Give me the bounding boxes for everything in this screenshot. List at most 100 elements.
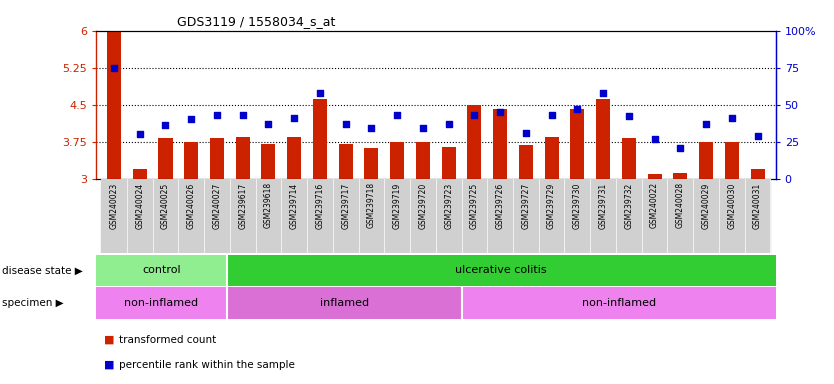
Bar [745, 179, 771, 253]
Bar [410, 179, 435, 253]
Bar [513, 179, 539, 253]
Point [339, 121, 352, 127]
Bar [313, 99, 327, 179]
Text: non-inflamed: non-inflamed [581, 298, 656, 308]
Bar [107, 31, 121, 179]
Bar [565, 179, 590, 253]
Text: GSM240027: GSM240027 [213, 182, 221, 228]
Text: GSM239714: GSM239714 [289, 182, 299, 228]
Point [210, 112, 224, 118]
Bar [467, 105, 481, 179]
Bar [158, 138, 173, 179]
Point [236, 112, 249, 118]
Text: GDS3119 / 1558034_s_at: GDS3119 / 1558034_s_at [178, 15, 336, 28]
Text: ulcerative colitis: ulcerative colitis [455, 265, 547, 275]
Text: GSM239720: GSM239720 [419, 182, 427, 228]
Bar [364, 148, 379, 179]
Bar [210, 138, 224, 179]
Bar [227, 255, 776, 286]
Text: ■: ■ [104, 360, 115, 370]
Text: inflamed: inflamed [319, 298, 369, 308]
Bar [596, 99, 610, 179]
Point [364, 125, 378, 131]
Bar [101, 179, 127, 253]
Text: GSM239730: GSM239730 [573, 182, 582, 229]
Bar [153, 179, 178, 253]
Point [570, 106, 584, 112]
Bar [261, 144, 275, 179]
Text: GSM239729: GSM239729 [547, 182, 556, 228]
Text: GSM239732: GSM239732 [625, 182, 633, 228]
Text: GSM240029: GSM240029 [701, 182, 711, 228]
Bar [390, 142, 404, 179]
Point [751, 132, 764, 139]
Text: GSM239718: GSM239718 [367, 182, 376, 228]
Bar [751, 169, 765, 179]
Bar [673, 173, 687, 179]
Bar [307, 179, 333, 253]
Bar [333, 179, 359, 253]
Bar [178, 179, 204, 253]
Point [520, 130, 533, 136]
Text: GSM239617: GSM239617 [239, 182, 247, 228]
Text: disease state ▶: disease state ▶ [2, 265, 83, 275]
Bar [725, 142, 739, 179]
Point [545, 112, 558, 118]
Bar [235, 137, 249, 179]
Bar [227, 287, 462, 319]
Text: GSM239723: GSM239723 [445, 182, 453, 228]
Bar [461, 179, 487, 253]
Bar [616, 179, 641, 253]
Text: GSM239726: GSM239726 [495, 182, 505, 228]
Point [108, 65, 121, 71]
Text: GSM240023: GSM240023 [109, 182, 118, 228]
Bar [287, 137, 301, 179]
Point [184, 116, 198, 122]
Text: GSM240025: GSM240025 [161, 182, 170, 228]
Point [596, 90, 610, 96]
Bar [339, 144, 353, 179]
Bar [127, 179, 153, 253]
Bar [493, 109, 507, 179]
Point [674, 144, 687, 151]
Text: GSM240031: GSM240031 [753, 182, 762, 228]
Text: GSM239725: GSM239725 [470, 182, 479, 228]
Point [133, 131, 146, 137]
Text: percentile rank within the sample: percentile rank within the sample [119, 360, 295, 370]
Bar [384, 179, 410, 253]
Text: specimen ▶: specimen ▶ [2, 298, 63, 308]
Bar [622, 138, 636, 179]
Point [416, 125, 430, 131]
Text: GSM239618: GSM239618 [264, 182, 273, 228]
Bar [435, 179, 461, 253]
Bar [570, 109, 585, 179]
Text: GSM239717: GSM239717 [341, 182, 350, 228]
Point [158, 122, 172, 128]
Text: ■: ■ [104, 335, 115, 345]
Point [442, 121, 455, 127]
Bar [462, 287, 776, 319]
Text: GSM239731: GSM239731 [599, 182, 608, 228]
Bar [590, 179, 616, 253]
Point [468, 112, 481, 118]
Bar [693, 179, 719, 253]
Bar [647, 174, 661, 179]
Point [288, 115, 301, 121]
Text: GSM239719: GSM239719 [393, 182, 402, 228]
Bar [539, 179, 565, 253]
Bar [641, 179, 667, 253]
Text: GSM240030: GSM240030 [727, 182, 736, 229]
Text: transformed count: transformed count [119, 335, 217, 345]
Point [700, 121, 713, 127]
Bar [230, 179, 255, 253]
Bar [133, 169, 147, 179]
Bar [416, 142, 430, 179]
Bar [359, 179, 384, 253]
Bar [699, 142, 713, 179]
Point [622, 113, 636, 119]
Bar [667, 179, 693, 253]
Bar [96, 255, 227, 286]
Bar [281, 179, 307, 253]
Point [494, 109, 507, 115]
Point [314, 90, 327, 96]
